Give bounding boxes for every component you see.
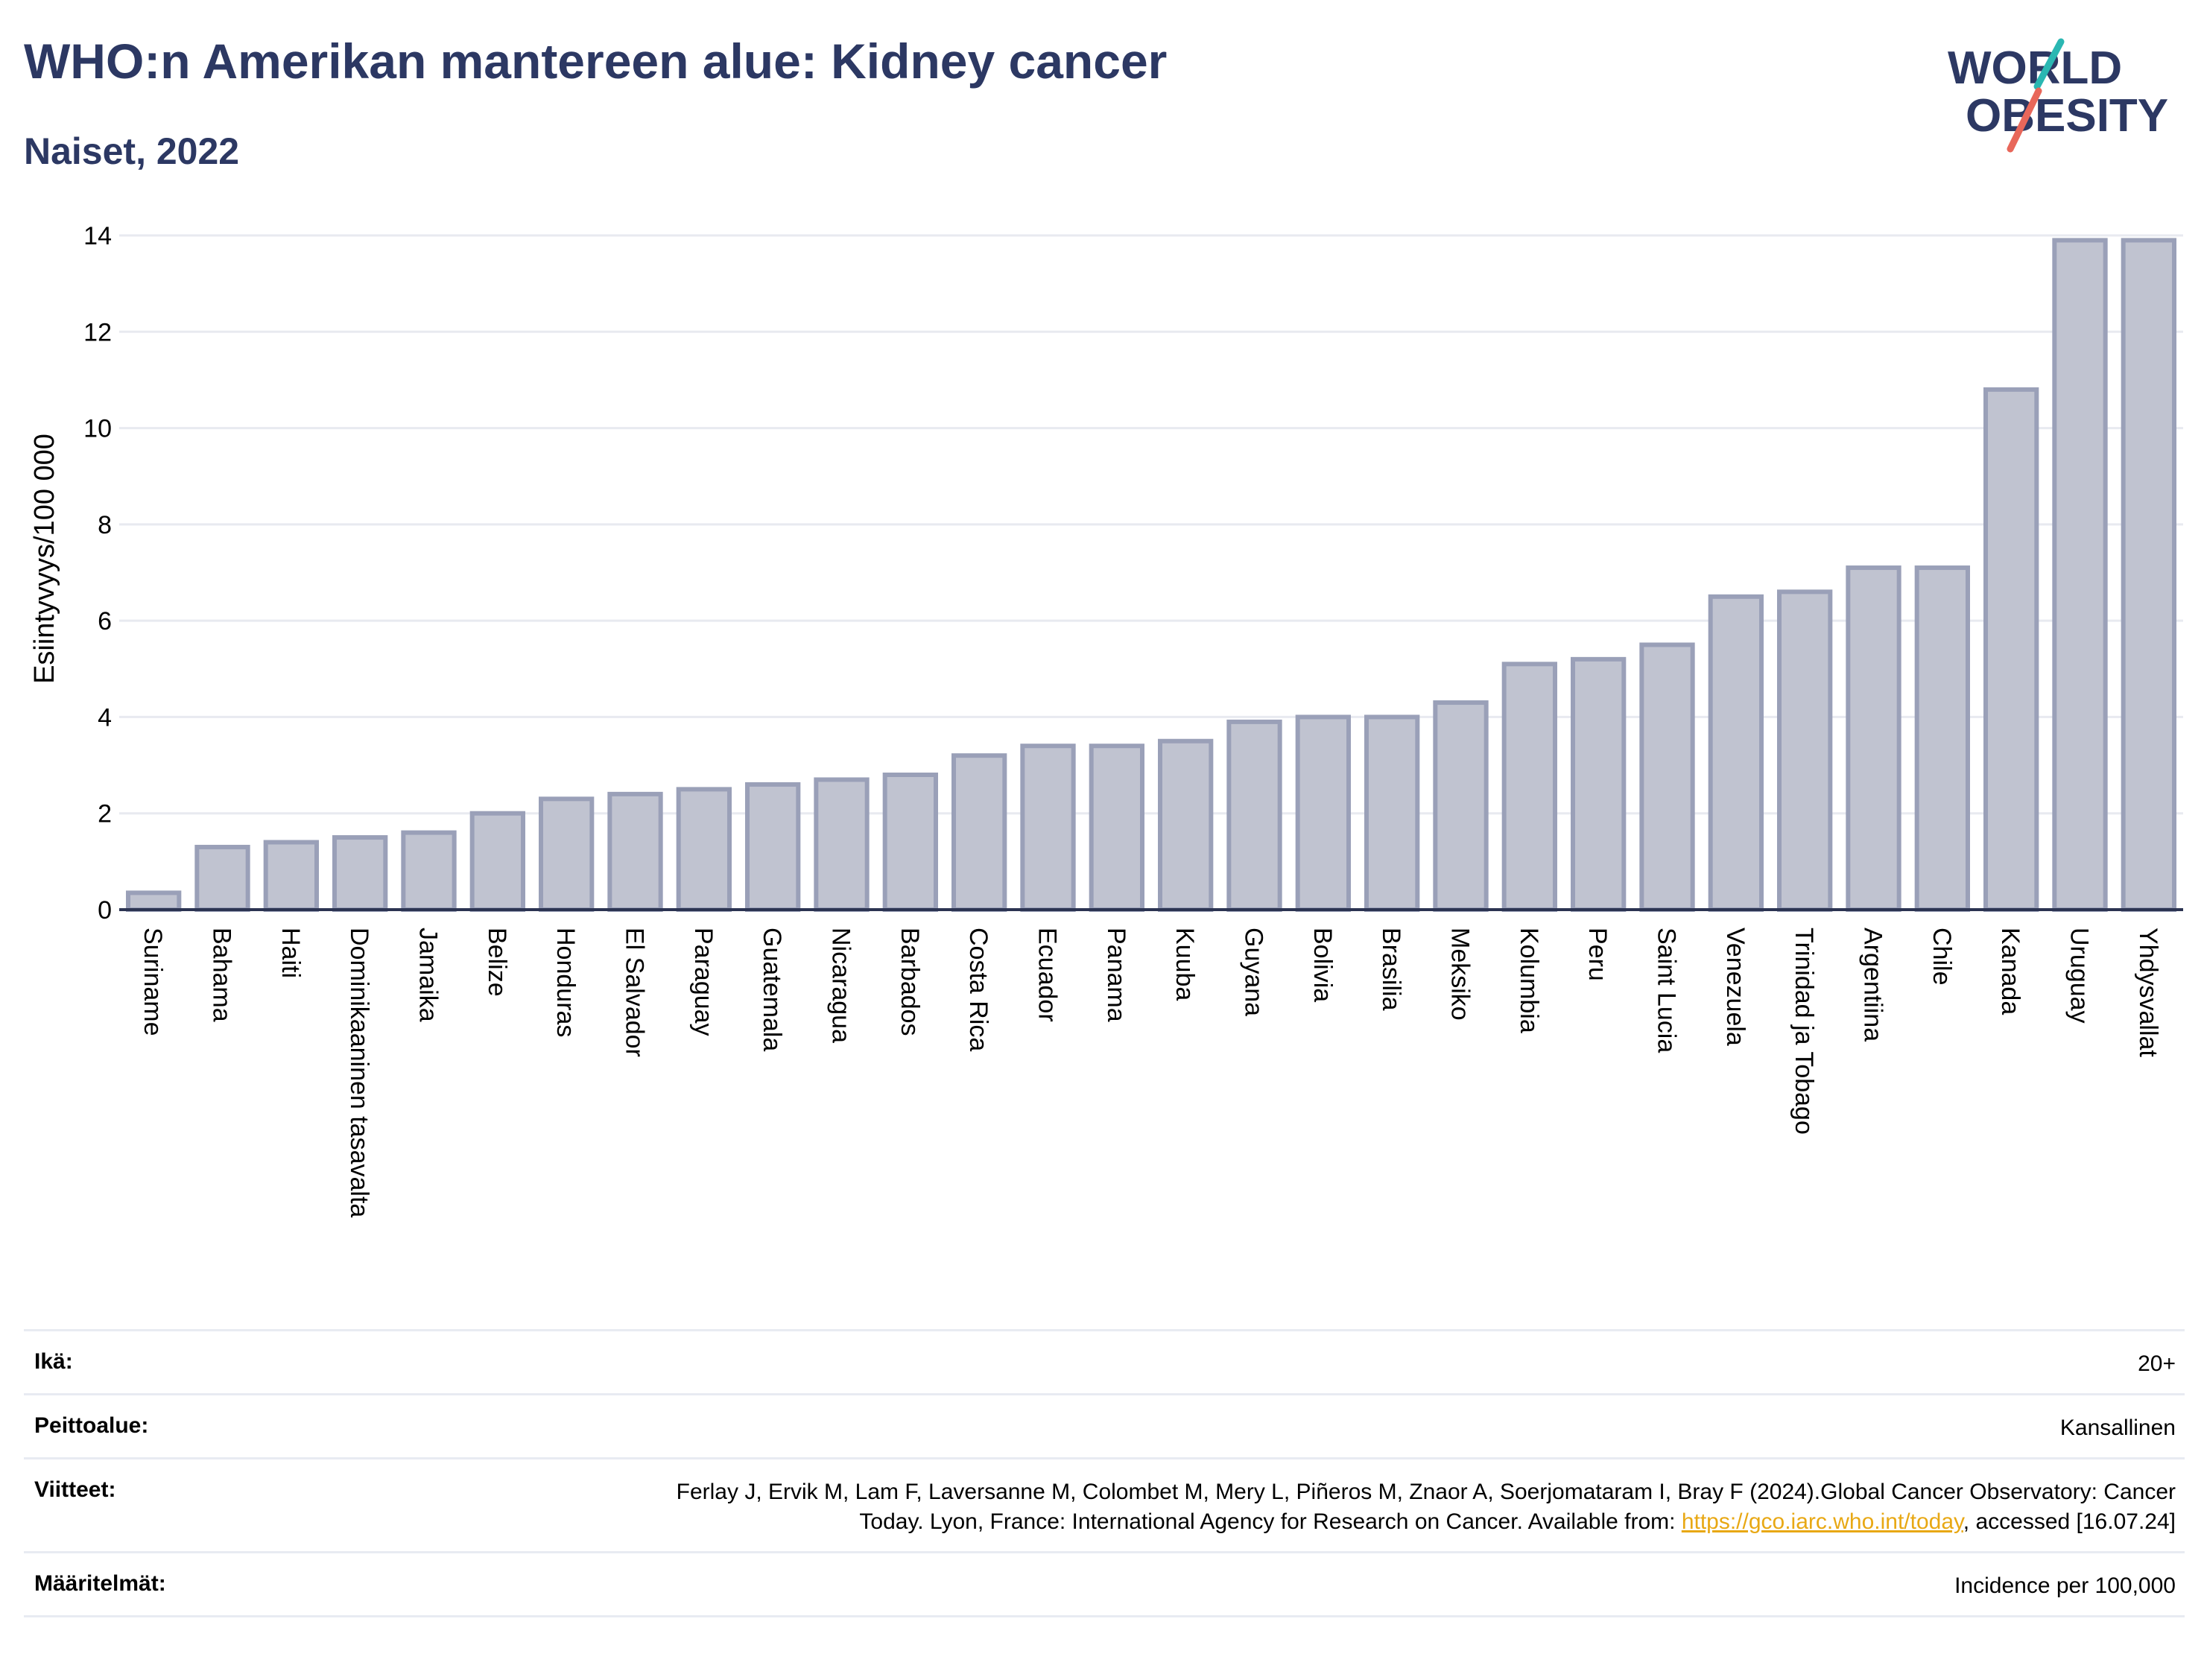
x-tick-label: Barbados bbox=[896, 928, 924, 1036]
x-tick-label: Ecuador bbox=[1033, 928, 1062, 1022]
x-tick-label: Kanada bbox=[1996, 928, 2024, 1015]
x-tick-label: Honduras bbox=[551, 928, 580, 1037]
bar bbox=[1983, 387, 2039, 912]
x-tick-label: Guyana bbox=[1240, 928, 1268, 1016]
info-value: Kansallinen bbox=[2059, 1415, 2176, 1440]
logo-text-obesity: OBESITY bbox=[1966, 90, 2168, 142]
gridlines bbox=[119, 234, 2183, 815]
x-tick-label: Belize bbox=[483, 928, 511, 997]
x-tick-label: Argentiina bbox=[1859, 928, 1887, 1042]
x-tick-label: Guatemala bbox=[758, 928, 786, 1051]
info-label: Määritelmät: bbox=[34, 1571, 166, 1597]
bar bbox=[2052, 238, 2108, 912]
x-tick-label: Jamaika bbox=[414, 928, 443, 1022]
x-tick-label: Peru bbox=[1583, 928, 1612, 981]
bar bbox=[539, 796, 595, 912]
y-tick-label: 12 bbox=[83, 318, 112, 346]
bar bbox=[1914, 565, 1970, 912]
info-label: Peittoalue: bbox=[34, 1413, 149, 1438]
chart-title: WHO:n Amerikan mantereen alue: Kidney ca… bbox=[24, 34, 1168, 89]
x-tick-label: Venezuela bbox=[1721, 928, 1749, 1046]
logo-slash-teal bbox=[2033, 38, 2065, 90]
bar bbox=[1020, 744, 1076, 913]
bars bbox=[126, 238, 2176, 913]
logo-slash-coral bbox=[2007, 87, 2042, 153]
x-tick-labels: Suriname Bahama Haiti Dominikaaninen tasava… bbox=[139, 928, 2162, 1217]
bar bbox=[1846, 565, 1901, 912]
x-tick-label: Costa Rica bbox=[964, 928, 992, 1051]
bar bbox=[401, 830, 457, 912]
bar bbox=[1295, 714, 1351, 913]
bar bbox=[332, 835, 388, 913]
info-label: Ikä: bbox=[34, 1349, 73, 1374]
x-tick-label: Nicaragua bbox=[827, 928, 855, 1043]
info-value: Incidence per 100,000 bbox=[1954, 1573, 2176, 1599]
chart-subtitle: Naiset, 2022 bbox=[24, 130, 240, 172]
y-tick-labels: 0 2 4 6 8 10 12 14 bbox=[83, 222, 112, 925]
x-tick-label: Trinidad ja Tobago bbox=[1790, 928, 1818, 1135]
bar bbox=[2121, 238, 2176, 912]
reference-link[interactable]: https://gco.iarc.who.int/today bbox=[1681, 1509, 1963, 1535]
x-tick-label: Bahama bbox=[208, 928, 236, 1022]
x-tick-label: Panama bbox=[1102, 928, 1130, 1022]
info-value: 20+ bbox=[2138, 1351, 2176, 1376]
bar bbox=[1433, 700, 1489, 912]
info-row-coverage: Peittoalue: Kansallinen bbox=[24, 1392, 2185, 1457]
y-tick-label: 6 bbox=[98, 607, 112, 635]
y-tick-label: 14 bbox=[83, 222, 112, 250]
info-value: Ferlay J, Ervik M, Lam F, Laversanne M, … bbox=[611, 1477, 2176, 1538]
bar bbox=[126, 890, 182, 912]
bar bbox=[1571, 656, 1627, 912]
bar bbox=[607, 791, 663, 913]
x-tick-label: Kuuba bbox=[1171, 928, 1199, 1001]
x-tick-label: Kolumbia bbox=[1515, 928, 1543, 1033]
x-tick-label: Chile bbox=[1928, 928, 1956, 985]
bar bbox=[1708, 594, 1764, 912]
bar bbox=[1089, 744, 1144, 913]
bar bbox=[676, 787, 732, 912]
y-axis-label: Esiintyvyys/100 000 bbox=[29, 434, 60, 684]
bar bbox=[1639, 642, 1695, 912]
bar bbox=[194, 844, 250, 912]
y-tick-label: 0 bbox=[98, 896, 112, 925]
info-row-references: Viitteet: Ferlay J, Ervik M, Lam F, Lave… bbox=[24, 1456, 2185, 1552]
bar bbox=[882, 773, 938, 912]
bar bbox=[745, 782, 801, 913]
y-tick-label: 4 bbox=[98, 703, 112, 732]
x-tick-label: Saint Lucia bbox=[1653, 928, 1681, 1053]
x-tick-label: Meksiko bbox=[1446, 928, 1475, 1021]
bar-chart: 0 2 4 6 8 10 12 14 Suriname Bahama Haiti Dominikaa… bbox=[29, 222, 2183, 1217]
x-tick-label: Bolivia bbox=[1308, 928, 1337, 1002]
info-row-definitions: Määritelmät: Incidence per 100,000 bbox=[24, 1551, 2185, 1617]
bar bbox=[1777, 589, 1833, 912]
x-tick-label: Suriname bbox=[139, 928, 167, 1036]
world-obesity-logo: WORLD OBESITY bbox=[1948, 38, 2168, 153]
bar bbox=[1364, 714, 1420, 913]
x-tick-label: Haiti bbox=[276, 928, 305, 978]
bar bbox=[1226, 719, 1282, 913]
bar bbox=[814, 777, 870, 912]
reference-accessed: , accessed [16.07.24] bbox=[1963, 1509, 2176, 1535]
reference-text: Ferlay J, Ervik M, Lam F, Laversanne M, … bbox=[676, 1479, 2176, 1535]
x-tick-label: Yhdysvallat bbox=[2134, 928, 2162, 1057]
bar bbox=[1501, 662, 1557, 912]
x-tick-label: Uruguay bbox=[2065, 928, 2094, 1024]
y-tick-label: 10 bbox=[83, 415, 112, 443]
bar bbox=[1158, 738, 1214, 912]
info-label: Viitteet: bbox=[34, 1477, 116, 1502]
x-tick-label: Paraguay bbox=[689, 928, 718, 1036]
x-tick-label: Dominikaaninen tasavalta bbox=[345, 928, 373, 1217]
info-table: Ikä: 20+ Peittoalue: Kansallinen Viittee… bbox=[24, 1329, 2185, 1617]
y-tick-label: 8 bbox=[98, 511, 112, 539]
bar bbox=[469, 811, 525, 912]
bar bbox=[951, 753, 1007, 913]
bar bbox=[263, 840, 319, 912]
x-tick-label: Brasilia bbox=[1377, 928, 1405, 1011]
x-tick-label: El Salvador bbox=[621, 928, 649, 1057]
y-tick-label: 2 bbox=[98, 800, 112, 828]
info-row-age: Ikä: 20+ bbox=[24, 1329, 2185, 1393]
